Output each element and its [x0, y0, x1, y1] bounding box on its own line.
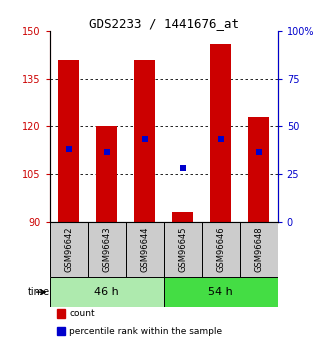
Bar: [134, 60, 155, 222]
Text: time: time: [28, 287, 50, 297]
Text: GSM96642: GSM96642: [64, 227, 73, 273]
Bar: [172, 212, 193, 222]
Bar: [50, 222, 88, 277]
Text: count: count: [69, 309, 95, 318]
Bar: [210, 44, 231, 222]
Bar: [96, 127, 117, 222]
Bar: [164, 222, 202, 277]
Bar: [56, 309, 65, 318]
Bar: [58, 60, 79, 222]
Text: GSM96643: GSM96643: [102, 227, 111, 273]
Text: 54 h: 54 h: [208, 287, 233, 297]
Text: percentile rank within the sample: percentile rank within the sample: [69, 327, 222, 336]
Bar: [50, 277, 164, 307]
Bar: [126, 222, 164, 277]
Bar: [164, 277, 278, 307]
Bar: [248, 117, 269, 222]
Bar: [88, 222, 126, 277]
Bar: [202, 222, 240, 277]
Bar: [240, 222, 278, 277]
Text: GSM96644: GSM96644: [140, 227, 149, 273]
Bar: [56, 327, 65, 335]
Title: GDS2233 / 1441676_at: GDS2233 / 1441676_at: [89, 17, 239, 30]
Text: GSM96648: GSM96648: [254, 227, 263, 273]
Text: GSM96646: GSM96646: [216, 227, 225, 273]
Text: GSM96645: GSM96645: [178, 227, 187, 273]
Text: 46 h: 46 h: [94, 287, 119, 297]
